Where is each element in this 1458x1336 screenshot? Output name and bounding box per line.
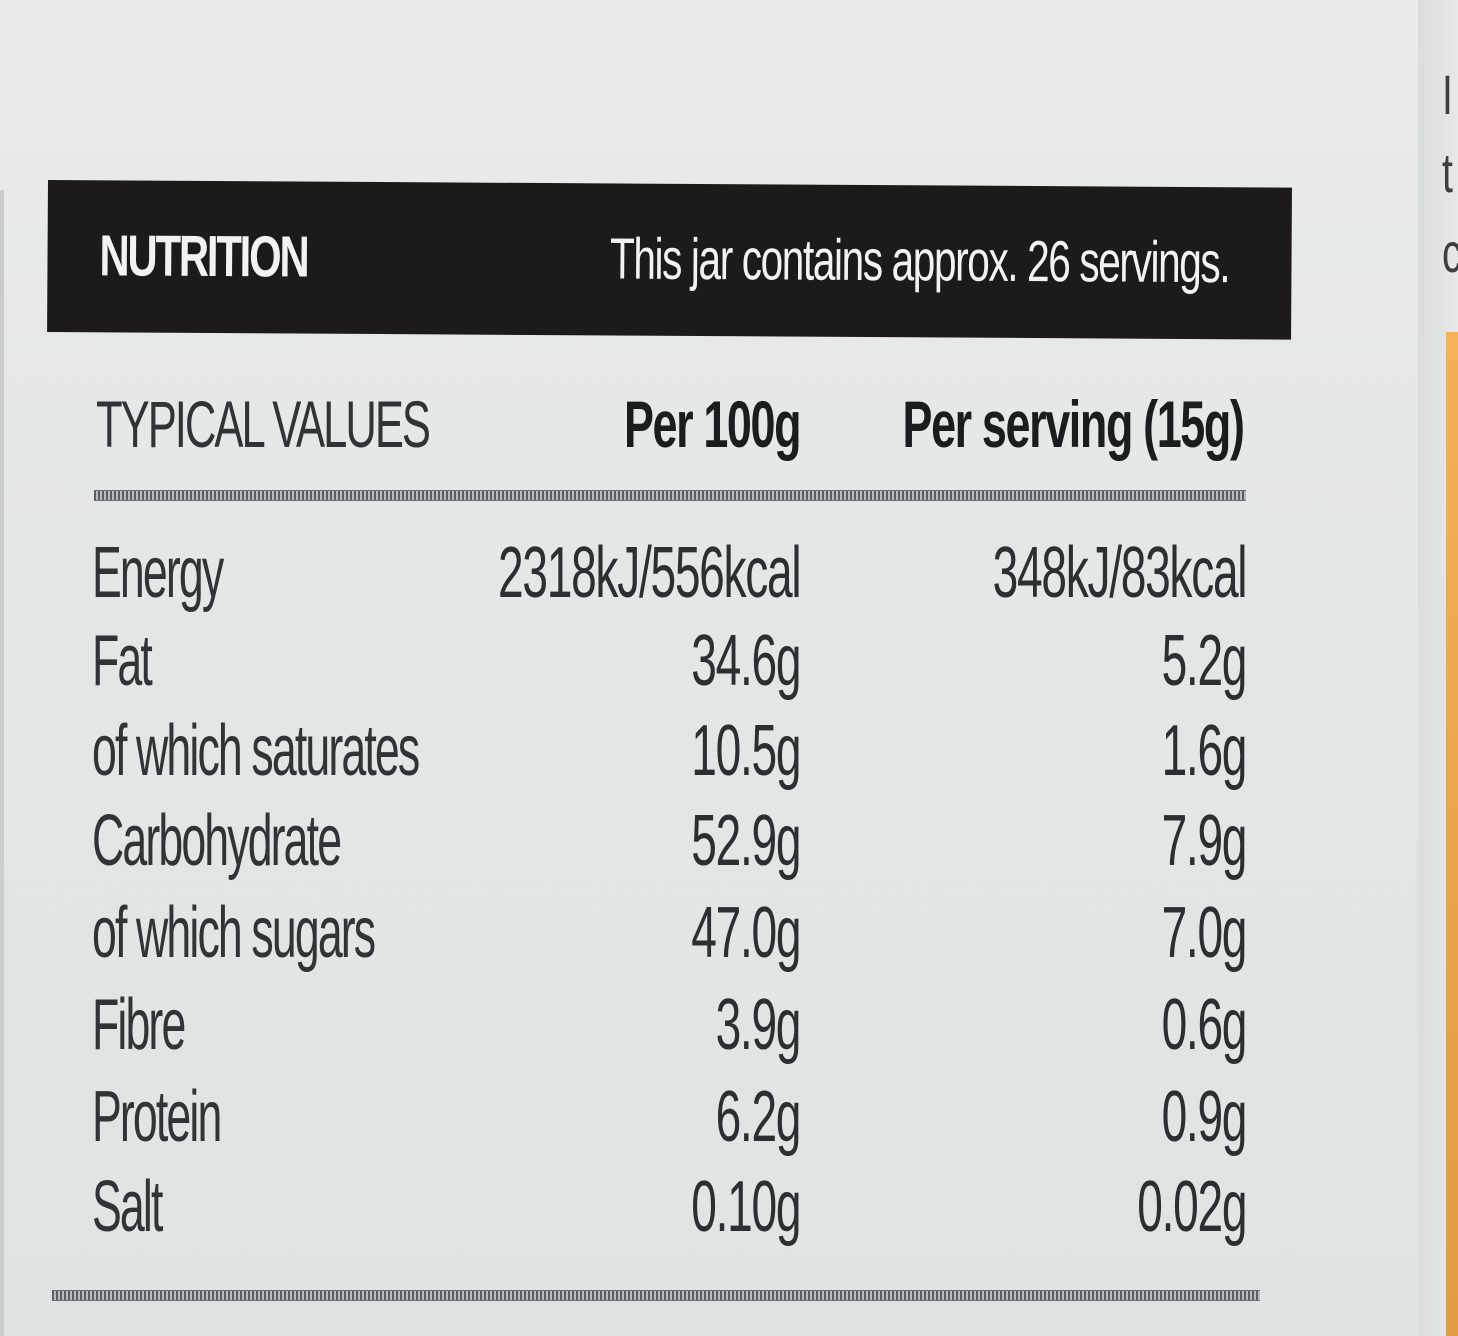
nutrient-name: Energy [92, 533, 224, 613]
column-header-row: TYPICAL VALUES Per 100g Per serving (15g… [0, 372, 1458, 472]
edge-text-fragment: t [1442, 141, 1453, 204]
nutrient-per-100g: 2318kJ/556kcal [497, 533, 802, 613]
nutrient-row-sugars: of which sugars 47.0g 7.0g [0, 892, 1458, 984]
nutrient-per-serving: 0.02g [1137, 1167, 1247, 1247]
servings-note: This jar contains approx. 26 servings. [610, 226, 1230, 296]
nutrient-per-100g: 3.9g [715, 985, 801, 1065]
nutrient-name: of which saturates [92, 711, 420, 791]
nutrient-per-serving: 7.0g [1161, 893, 1247, 973]
nutrient-per-100g: 6.2g [715, 1077, 801, 1157]
nutrient-row-fibre: Fibre 3.9g 0.6g [0, 984, 1458, 1076]
nutrient-per-serving: 0.6g [1161, 985, 1247, 1065]
typical-values-heading: TYPICAL VALUES [96, 387, 431, 461]
nutrient-per-serving: 0.9g [1161, 1077, 1247, 1157]
nutrient-name: Fibre [92, 985, 186, 1065]
nutrient-per-serving: 7.9g [1161, 801, 1247, 881]
top-divider [94, 490, 1246, 501]
nutrient-per-100g: 47.0g [691, 893, 801, 973]
nutrient-row-fat: Fat 34.6g 5.2g [0, 620, 1458, 712]
per-serving-heading: Per serving (15g) [902, 387, 1245, 461]
nutrient-row-energy: Energy 2318kJ/556kcal 348kJ/83kcal [0, 532, 1458, 624]
nutrient-per-100g: 34.6g [691, 621, 801, 701]
label-left-edge [0, 190, 4, 1336]
nutrient-name: Protein [92, 1077, 222, 1157]
nutrient-per-100g: 0.10g [691, 1167, 801, 1247]
nutrient-name: Fat [92, 621, 153, 701]
nutrient-per-serving: 5.2g [1161, 621, 1247, 701]
nutrient-name: Salt [92, 1167, 163, 1247]
nutrient-row-salt: Salt 0.10g 0.02g [0, 1166, 1458, 1258]
nutrition-title: NUTRITION [99, 223, 308, 290]
nutrient-per-serving: 1.6g [1161, 711, 1247, 791]
edge-text-fragment: c [1442, 220, 1458, 285]
nutrient-row-saturates: of which saturates 10.5g 1.6g [0, 710, 1458, 802]
bottom-divider [52, 1290, 1260, 1301]
nutrient-name: Carbohydrate [92, 801, 342, 881]
edge-text-fragment: I [1442, 63, 1453, 126]
nutrient-per-100g: 10.5g [691, 711, 801, 791]
nutrient-name: of which sugars [92, 893, 376, 973]
orange-accent-strip [1446, 332, 1458, 1336]
nutrition-header-bar: NUTRITION This jar contains approx. 26 s… [47, 180, 1292, 340]
per-100g-heading: Per 100g [623, 387, 802, 461]
nutrient-row-carbohydrate: Carbohydrate 52.9g 7.9g [0, 800, 1458, 892]
nutrient-per-serving: 348kJ/83kcal [992, 533, 1247, 613]
nutrient-row-protein: Protein 6.2g 0.9g [0, 1076, 1458, 1168]
nutrient-per-100g: 52.9g [691, 801, 801, 881]
